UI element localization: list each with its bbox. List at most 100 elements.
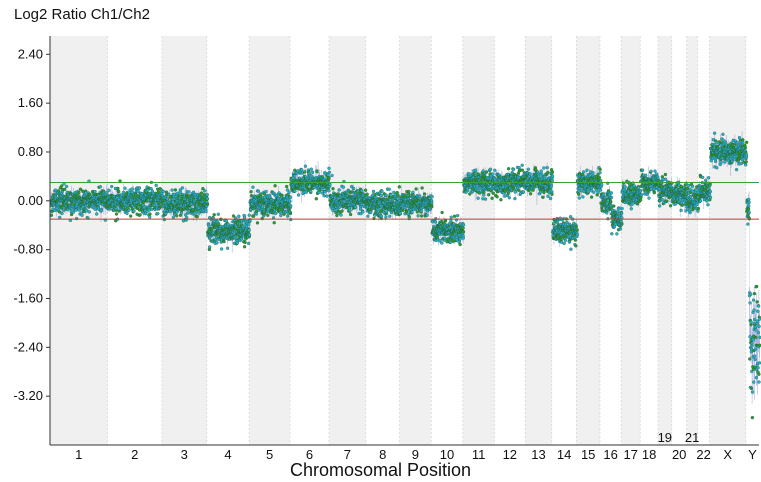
data-point [289,204,293,208]
data-point [419,214,424,218]
data-point [503,189,507,193]
data-point [285,184,289,189]
data-point [708,195,713,200]
data-point [575,228,579,232]
data-point [168,209,173,214]
data-point [136,189,140,193]
data-point [569,247,573,251]
data-point [180,186,185,190]
data-point [243,240,247,245]
chromosome-bands [49,36,747,445]
data-point [575,232,579,237]
data-point [173,188,178,192]
data-point [513,196,517,201]
data-point [591,171,595,175]
data-point [396,193,400,197]
chromosome-band-3 [161,36,207,445]
data-point [247,228,251,232]
data-point [706,176,711,180]
data-point [598,188,603,192]
data-point [104,191,109,195]
data-point [57,210,62,214]
data-point [389,193,393,197]
data-point [598,167,602,172]
data-point [617,206,621,211]
data-point [330,173,334,178]
data-points [49,131,761,420]
data-point [331,208,335,213]
data-point [246,241,251,246]
data-point [488,167,493,171]
data-point [98,185,103,189]
data-point [430,204,434,209]
data-point [663,172,668,177]
data-point [148,212,152,216]
data-point [327,176,331,180]
data-point [589,195,594,199]
data-point [207,245,212,249]
data-point [154,183,158,188]
data-point [447,222,452,226]
data-point [384,215,388,220]
data-point [273,184,277,188]
data-point [638,198,643,202]
data-point [550,178,554,183]
data-point [562,241,566,246]
data-point [707,193,712,197]
data-point [620,222,624,226]
data-point [698,199,703,203]
data-point [574,244,578,248]
data-point [473,168,478,172]
data-point [521,190,526,194]
data-point [117,189,121,194]
data-point [430,195,434,199]
data-point [255,221,260,225]
chromosome-band-9 [399,36,432,445]
data-point [170,188,174,192]
chromosome-band-21 [686,36,698,445]
data-point [701,175,705,180]
data-point [679,208,683,213]
data-point [385,197,389,201]
data-point [577,189,581,193]
chromosome-band-7 [329,36,366,445]
data-point [750,415,755,420]
data-point [483,197,488,201]
data-point [309,167,313,171]
data-point [490,196,494,200]
data-point [734,167,739,172]
data-point [366,214,370,218]
data-point [542,190,546,195]
data-point [599,179,603,183]
data-point [461,236,465,240]
data-point [225,246,230,250]
data-point [747,197,751,202]
data-point [407,216,411,221]
data-point [592,190,596,194]
data-point [57,189,61,193]
data-point [129,214,133,218]
data-point [337,188,341,192]
data-point [249,190,253,194]
data-point [745,140,749,145]
data-point [187,190,191,194]
data-point [310,170,315,174]
data-point [384,210,389,214]
data-point [619,211,624,216]
data-point [178,190,183,194]
chromosome-points-2 [106,179,165,223]
data-point [517,188,521,193]
data-point [712,131,717,135]
data-point [629,207,633,211]
data-point [137,186,142,190]
data-point [520,168,524,172]
data-point [379,193,383,198]
data-point [511,167,516,172]
data-point [203,189,207,193]
data-point [420,186,424,190]
data-point [690,184,695,188]
data-point [443,219,448,223]
data-point [640,168,645,172]
data-point [130,187,134,191]
data-point [410,210,414,214]
